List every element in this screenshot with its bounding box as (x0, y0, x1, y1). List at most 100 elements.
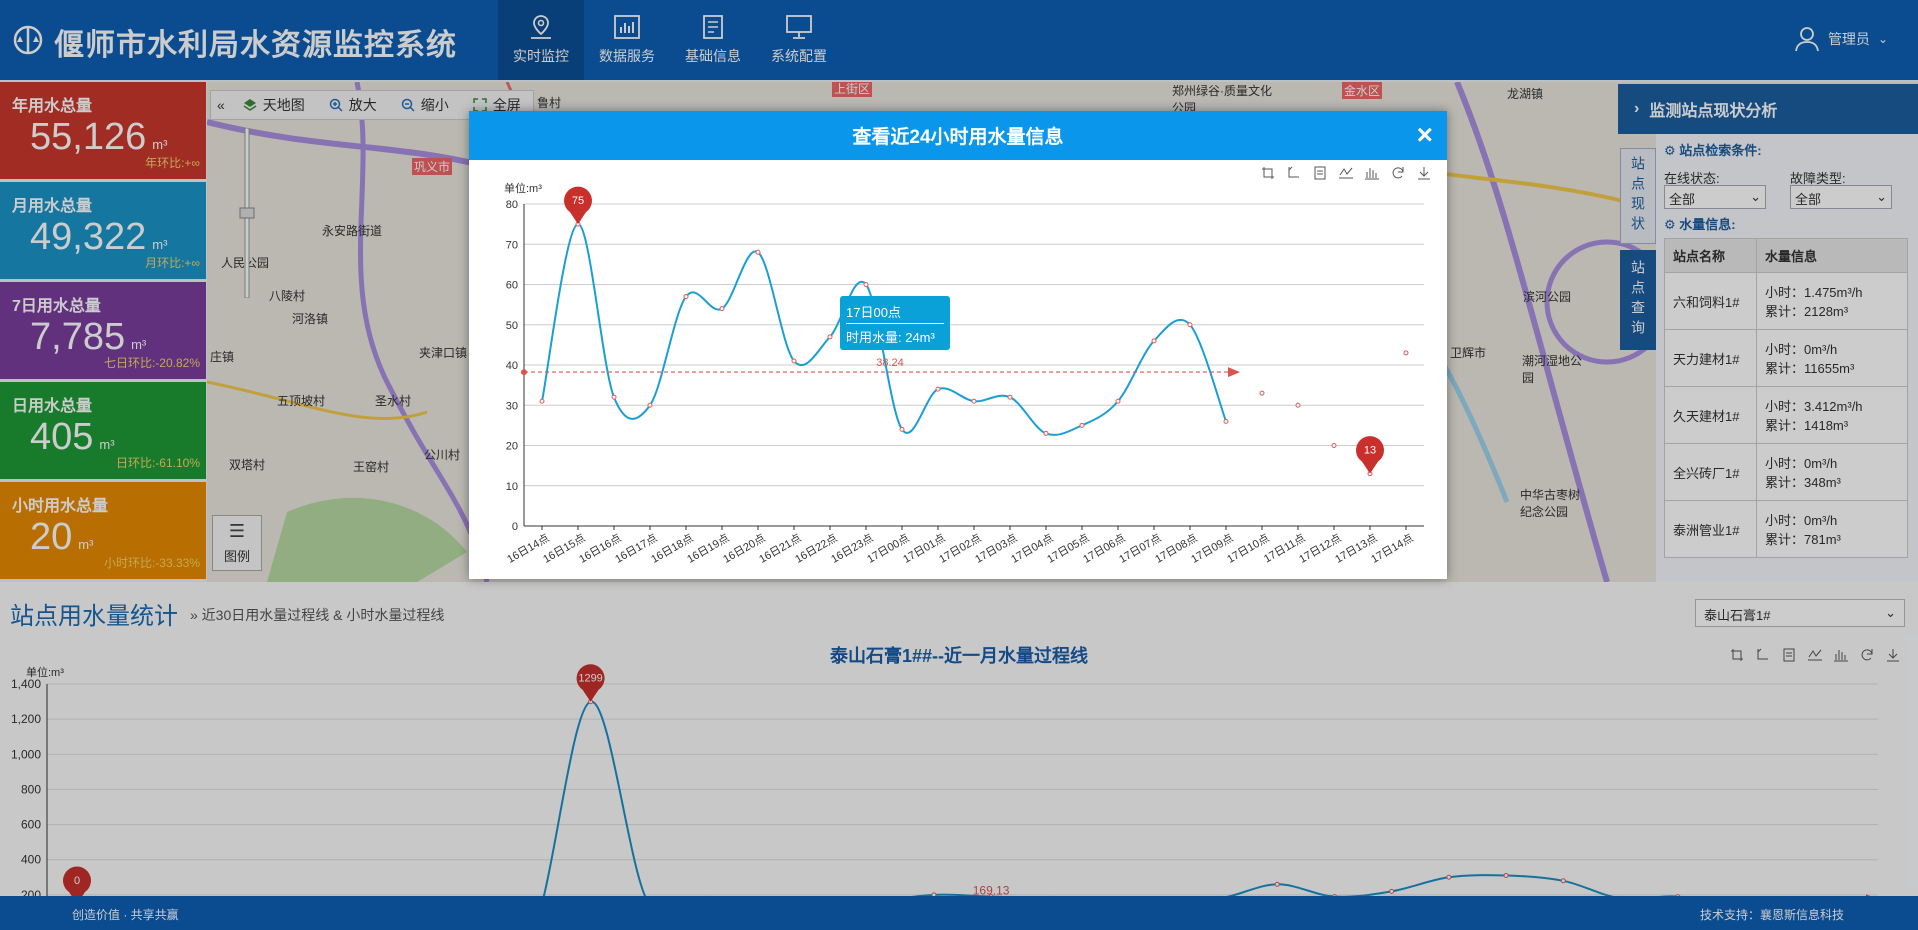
stat-number: 7,785 (30, 316, 126, 358)
min-marker-label: 0 (74, 875, 80, 887)
stat-unit: m³ (99, 437, 115, 452)
bar-chart-tool-button[interactable] (1361, 163, 1383, 183)
hourly-usage-modal: 查看近24小时用水量信息 × 0 10 20 30 40 50 60 70 80 单位:m³ 16日… (469, 111, 1447, 579)
map-legend-button[interactable]: ☰ 图例 (212, 515, 262, 571)
water-section-label: 水量信息: (1679, 217, 1736, 232)
y-tick-label: 60 (506, 280, 518, 292)
tooltip-value: 时用水量: 24m³ (846, 330, 935, 345)
data-point (719, 306, 725, 312)
zoom-reset-icon (1757, 648, 1768, 660)
table-row[interactable]: 泰洲管业1# 小时：0m³/h 累计：781m³ (1664, 500, 1908, 558)
zoom-area-tool-button[interactable] (1726, 645, 1748, 665)
table-row[interactable]: 久天建材1# 小时：3.412m³/h 累计：1418m³ (1664, 386, 1908, 444)
hourly-flow: 小时：3.412m³/h (1765, 399, 1863, 414)
max-marker-shape (564, 186, 592, 225)
nav-label: 数据服务 (599, 48, 655, 64)
stat-value: 7,785 m³ (30, 316, 146, 359)
zoom-reset-tool-button[interactable] (1752, 645, 1774, 665)
bar-chart-icon (1834, 650, 1848, 662)
user-icon (1795, 27, 1819, 52)
bar-chart-tool-button[interactable] (1830, 645, 1852, 665)
chevron-down-icon: ⌄ (1877, 32, 1888, 46)
map-zoom-out-button[interactable]: 缩小 (389, 95, 461, 115)
bar-chart-icon (614, 15, 640, 39)
stat-number: 20 (30, 516, 73, 558)
download-tool-button[interactable] (1882, 645, 1904, 665)
y-axis-label: 单位:m³ (504, 181, 542, 195)
nav-data-service[interactable]: 数据服务 (584, 0, 670, 80)
y-tick-label: 800 (21, 782, 41, 796)
zoom-area-icon (1262, 167, 1274, 179)
map-toolbar-label: 放大 (348, 97, 377, 113)
chevron-down-icon: ⌄ (1876, 189, 1887, 204)
zoom-area-tool-button[interactable] (1257, 163, 1279, 183)
stat-value: 55,126 m³ (30, 116, 167, 159)
stat-label: 年用水总量 (12, 98, 93, 115)
y-tick-label: 70 (506, 239, 518, 251)
stat-unit: m³ (78, 537, 94, 552)
right-panel-title: 监测站点现状分析 (1649, 103, 1778, 120)
data-point (1007, 394, 1013, 400)
tab-site-status[interactable]: 站点现状 (1620, 148, 1656, 244)
hourly-flow: 小时：1.475m³/h (1765, 285, 1863, 300)
map-fullscreen-button[interactable]: 全屏 (461, 95, 533, 115)
table-row[interactable]: 天力建材1# 小时：0m³/h 累计：11655m³ (1664, 329, 1908, 387)
nav-basic-info[interactable]: 基础信息 (670, 0, 756, 80)
data-point (1223, 418, 1229, 424)
refresh-tool-button[interactable] (1387, 163, 1409, 183)
stat-card-year: 年用水总量 55,126 m³ 年环比:+∞ (0, 82, 206, 179)
map-place-label: 河洛镇 (292, 312, 329, 326)
water-cell: 小时：3.412m³/h 累计：1418m³ (1756, 386, 1908, 444)
user-menu[interactable]: 管理员 ⌄ (1794, 26, 1888, 52)
stat-unit: m³ (131, 337, 147, 352)
stat-value: 49,322 m³ (30, 216, 167, 259)
table-row[interactable]: 全兴砖厂1# 小时：0m³/h 累计：348m³ (1664, 443, 1908, 501)
data-view-tool-button[interactable] (1309, 163, 1331, 183)
y-tick-label: 10 (506, 481, 518, 493)
map-layer-button[interactable]: 天地图 (231, 95, 317, 115)
y-tick-label: 1,000 (11, 747, 41, 761)
data-point (1446, 874, 1452, 880)
site-name: 泰洲管业1# (1664, 500, 1757, 558)
monitor-icon (786, 15, 812, 39)
site-select[interactable]: 泰山石膏1# ⌄ (1695, 599, 1905, 627)
line-chart-tool-button[interactable] (1804, 645, 1826, 665)
gears-icon: ⚙ (1664, 143, 1676, 158)
data-point (647, 402, 653, 408)
map-zoom-in-button[interactable]: 放大 (317, 95, 389, 115)
refresh-tool-button[interactable] (1856, 645, 1878, 665)
map-zoom-slider[interactable] (238, 128, 256, 298)
table-header: 水量信息 (1756, 238, 1908, 273)
right-panel-header[interactable]: › 监测站点现状分析 (1618, 84, 1918, 134)
fault-type-select[interactable]: 全部 ⌄ (1790, 185, 1892, 209)
data-view-tool-button[interactable] (1778, 645, 1800, 665)
total-flow: 累计：2128m³ (1765, 304, 1849, 319)
zoom-in-icon (329, 98, 343, 112)
water-info-table: 站点名称 水量信息 六和饲料1# 小时：1.475m³/h 累计：2128m³ 天力… (1664, 238, 1908, 558)
tab-site-query[interactable]: 站点查询 (1620, 250, 1656, 350)
zoom-reset-tool-button[interactable] (1283, 163, 1305, 183)
online-status-select[interactable]: 全部 ⌄ (1664, 185, 1766, 209)
site-select-value: 泰山石膏1# (1704, 608, 1771, 623)
y-tick-label: 0 (512, 521, 518, 533)
line-chart-tool-button[interactable] (1335, 163, 1357, 183)
data-point (1503, 873, 1509, 879)
data-point (1079, 422, 1085, 428)
map-toolbar-collapse[interactable]: « (217, 97, 225, 113)
map-place-label: 中华古枣树纪念公园 (1520, 488, 1581, 519)
data-point (863, 282, 869, 287)
nav-system-config[interactable]: 系统配置 (756, 0, 842, 80)
data-point (1560, 878, 1566, 884)
max-marker-shape (576, 664, 605, 702)
stat-value: 405 m³ (30, 416, 115, 459)
map-toolbar-label: 天地图 (262, 97, 305, 113)
close-icon[interactable]: × (1416, 119, 1433, 150)
map-legend-label: 图例 (223, 549, 250, 564)
nav-realtime-monitor[interactable]: 实时监控 (498, 0, 584, 80)
download-tool-button[interactable] (1413, 163, 1435, 183)
y-tick-label: 1,400 (11, 677, 41, 691)
map-pin-icon (531, 15, 551, 39)
table-header: 站点名称 (1664, 238, 1757, 273)
table-row[interactable]: 六和饲料1# 小时：1.475m³/h 累计：2128m³ (1664, 272, 1908, 330)
